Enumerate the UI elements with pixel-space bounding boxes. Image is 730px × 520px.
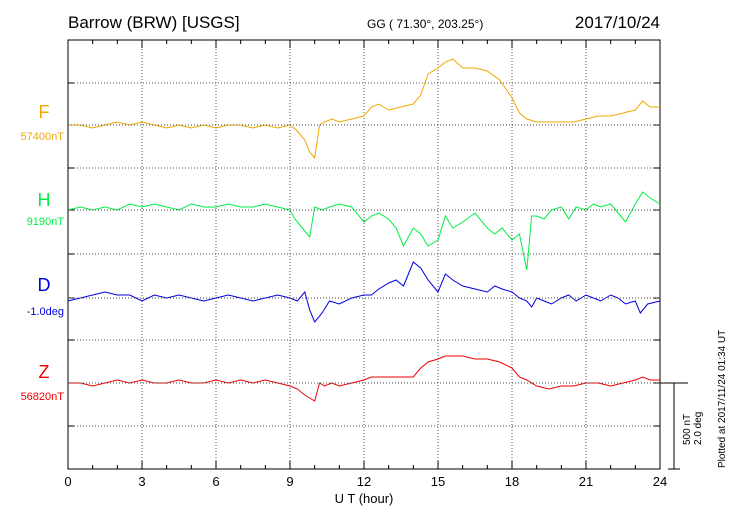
grid [68, 40, 660, 469]
series-baseline-h: 9190nT [27, 216, 65, 228]
x-tick-label: 3 [138, 474, 145, 489]
plot-frame [67, 39, 661, 470]
series-name-f: F [39, 102, 50, 122]
x-tick-label: 18 [505, 474, 519, 489]
series-baseline-d: -1.0deg [27, 306, 64, 318]
series-baseline-f: 57400nT [21, 131, 65, 143]
series-line-f [68, 58, 660, 160]
station-title: Barrow (BRW) [USGS] [68, 13, 240, 32]
series-name-h: H [38, 190, 51, 210]
x-tick-label: 0 [64, 474, 71, 489]
date-label: 2017/10/24 [575, 13, 660, 32]
scale-label-deg: 2.0 deg [693, 412, 704, 445]
x-tick-label: 6 [212, 474, 219, 489]
x-ticks: 0 3 6 9 12 15 18 21 24 [64, 39, 667, 489]
x-tick-label: 15 [431, 474, 445, 489]
scale-bar: 500 nT 2.0 deg [660, 382, 704, 470]
series-line-z [68, 355, 660, 402]
x-axis-label: U T (hour) [335, 491, 394, 506]
series-labels: F 57400nT H 9190nT D -1.0deg Z 56820nT [21, 102, 65, 403]
coords-label: GG ( 71.30°, 203.25°) [367, 17, 483, 31]
x-tick-label: 12 [357, 474, 371, 489]
x-tick-label: 24 [653, 474, 667, 489]
plotted-note: Plotted at 2017/11/24 01:34 UT [717, 330, 728, 468]
series-baseline-z: 56820nT [21, 391, 65, 403]
x-tick-label: 21 [579, 474, 593, 489]
series-name-z: Z [39, 362, 50, 382]
scale-label-nt: 500 nT [682, 414, 693, 445]
series-name-d: D [38, 275, 51, 295]
series-line-h [67, 191, 661, 271]
x-tick-label: 9 [286, 474, 293, 489]
